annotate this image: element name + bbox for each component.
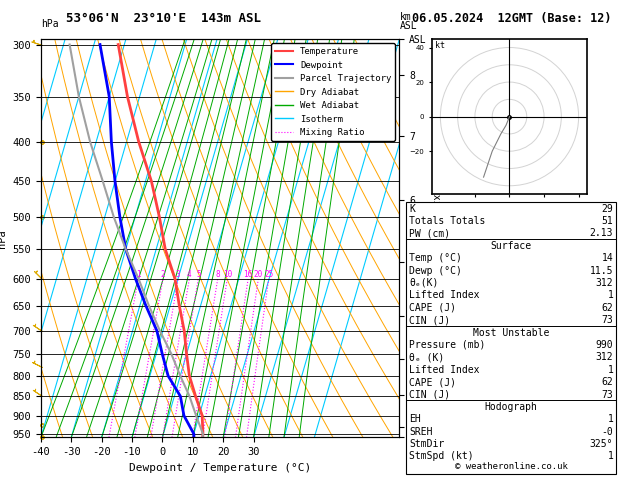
- Text: ASL: ASL: [399, 21, 417, 32]
- Text: Lifted Index: Lifted Index: [409, 291, 480, 300]
- Text: Surface: Surface: [491, 241, 532, 251]
- Text: SREH: SREH: [409, 427, 433, 437]
- Text: CIN (J): CIN (J): [409, 390, 450, 399]
- Legend: Temperature, Dewpoint, Parcel Trajectory, Dry Adiabat, Wet Adiabat, Isotherm, Mi: Temperature, Dewpoint, Parcel Trajectory…: [271, 43, 395, 141]
- Text: StmSpd (kt): StmSpd (kt): [409, 451, 474, 462]
- Text: 20: 20: [253, 270, 263, 278]
- Text: -0: -0: [601, 427, 613, 437]
- Text: 62: 62: [601, 303, 613, 313]
- Text: θₑ (K): θₑ (K): [409, 352, 445, 363]
- Text: Dewp (°C): Dewp (°C): [409, 265, 462, 276]
- Text: 1: 1: [608, 415, 613, 424]
- Text: 25: 25: [264, 270, 274, 278]
- Y-axis label: hPa: hPa: [0, 229, 7, 247]
- Text: EH: EH: [409, 415, 421, 424]
- Text: 1: 1: [136, 270, 141, 278]
- Text: 11.5: 11.5: [590, 265, 613, 276]
- Text: Temp (°C): Temp (°C): [409, 253, 462, 263]
- Text: 62: 62: [601, 377, 613, 387]
- Text: 73: 73: [601, 315, 613, 325]
- Text: 53°06'N  23°10'E  143m ASL: 53°06'N 23°10'E 143m ASL: [66, 12, 261, 25]
- Text: Lifted Index: Lifted Index: [409, 365, 480, 375]
- Text: 5: 5: [196, 270, 201, 278]
- Text: 990: 990: [596, 340, 613, 350]
- Text: 325°: 325°: [590, 439, 613, 449]
- Text: 4: 4: [187, 270, 192, 278]
- Text: 10: 10: [223, 270, 232, 278]
- Text: 29: 29: [601, 204, 613, 214]
- Text: 3: 3: [176, 270, 181, 278]
- Text: 51: 51: [601, 216, 613, 226]
- Text: θₑ(K): θₑ(K): [409, 278, 439, 288]
- Text: 06.05.2024  12GMT (Base: 12): 06.05.2024 12GMT (Base: 12): [412, 12, 611, 25]
- Text: K: K: [409, 204, 415, 214]
- Text: 16: 16: [243, 270, 253, 278]
- Text: PW (cm): PW (cm): [409, 228, 450, 239]
- Text: 1: 1: [608, 365, 613, 375]
- Text: Pressure (mb): Pressure (mb): [409, 340, 486, 350]
- Text: hPa: hPa: [41, 19, 58, 30]
- Text: 73: 73: [601, 390, 613, 399]
- Text: © weatheronline.co.uk: © weatheronline.co.uk: [455, 462, 567, 471]
- Y-axis label: Mixing Ratio (g/kg): Mixing Ratio (g/kg): [431, 182, 441, 294]
- X-axis label: Dewpoint / Temperature (°C): Dewpoint / Temperature (°C): [129, 463, 311, 473]
- Text: 2: 2: [160, 270, 165, 278]
- Text: 1: 1: [608, 291, 613, 300]
- Text: Totals Totals: Totals Totals: [409, 216, 486, 226]
- Text: kt: kt: [435, 40, 445, 50]
- Text: 2.13: 2.13: [590, 228, 613, 239]
- Text: Hodograph: Hodograph: [484, 402, 538, 412]
- Text: Most Unstable: Most Unstable: [473, 328, 549, 338]
- Text: CAPE (J): CAPE (J): [409, 377, 457, 387]
- Text: CIN (J): CIN (J): [409, 315, 450, 325]
- Text: 8: 8: [216, 270, 220, 278]
- Text: 14: 14: [601, 253, 613, 263]
- Text: km: km: [399, 12, 411, 22]
- Text: 312: 312: [596, 278, 613, 288]
- Text: StmDir: StmDir: [409, 439, 445, 449]
- Text: 1: 1: [608, 451, 613, 462]
- Text: CAPE (J): CAPE (J): [409, 303, 457, 313]
- Text: 312: 312: [596, 352, 613, 363]
